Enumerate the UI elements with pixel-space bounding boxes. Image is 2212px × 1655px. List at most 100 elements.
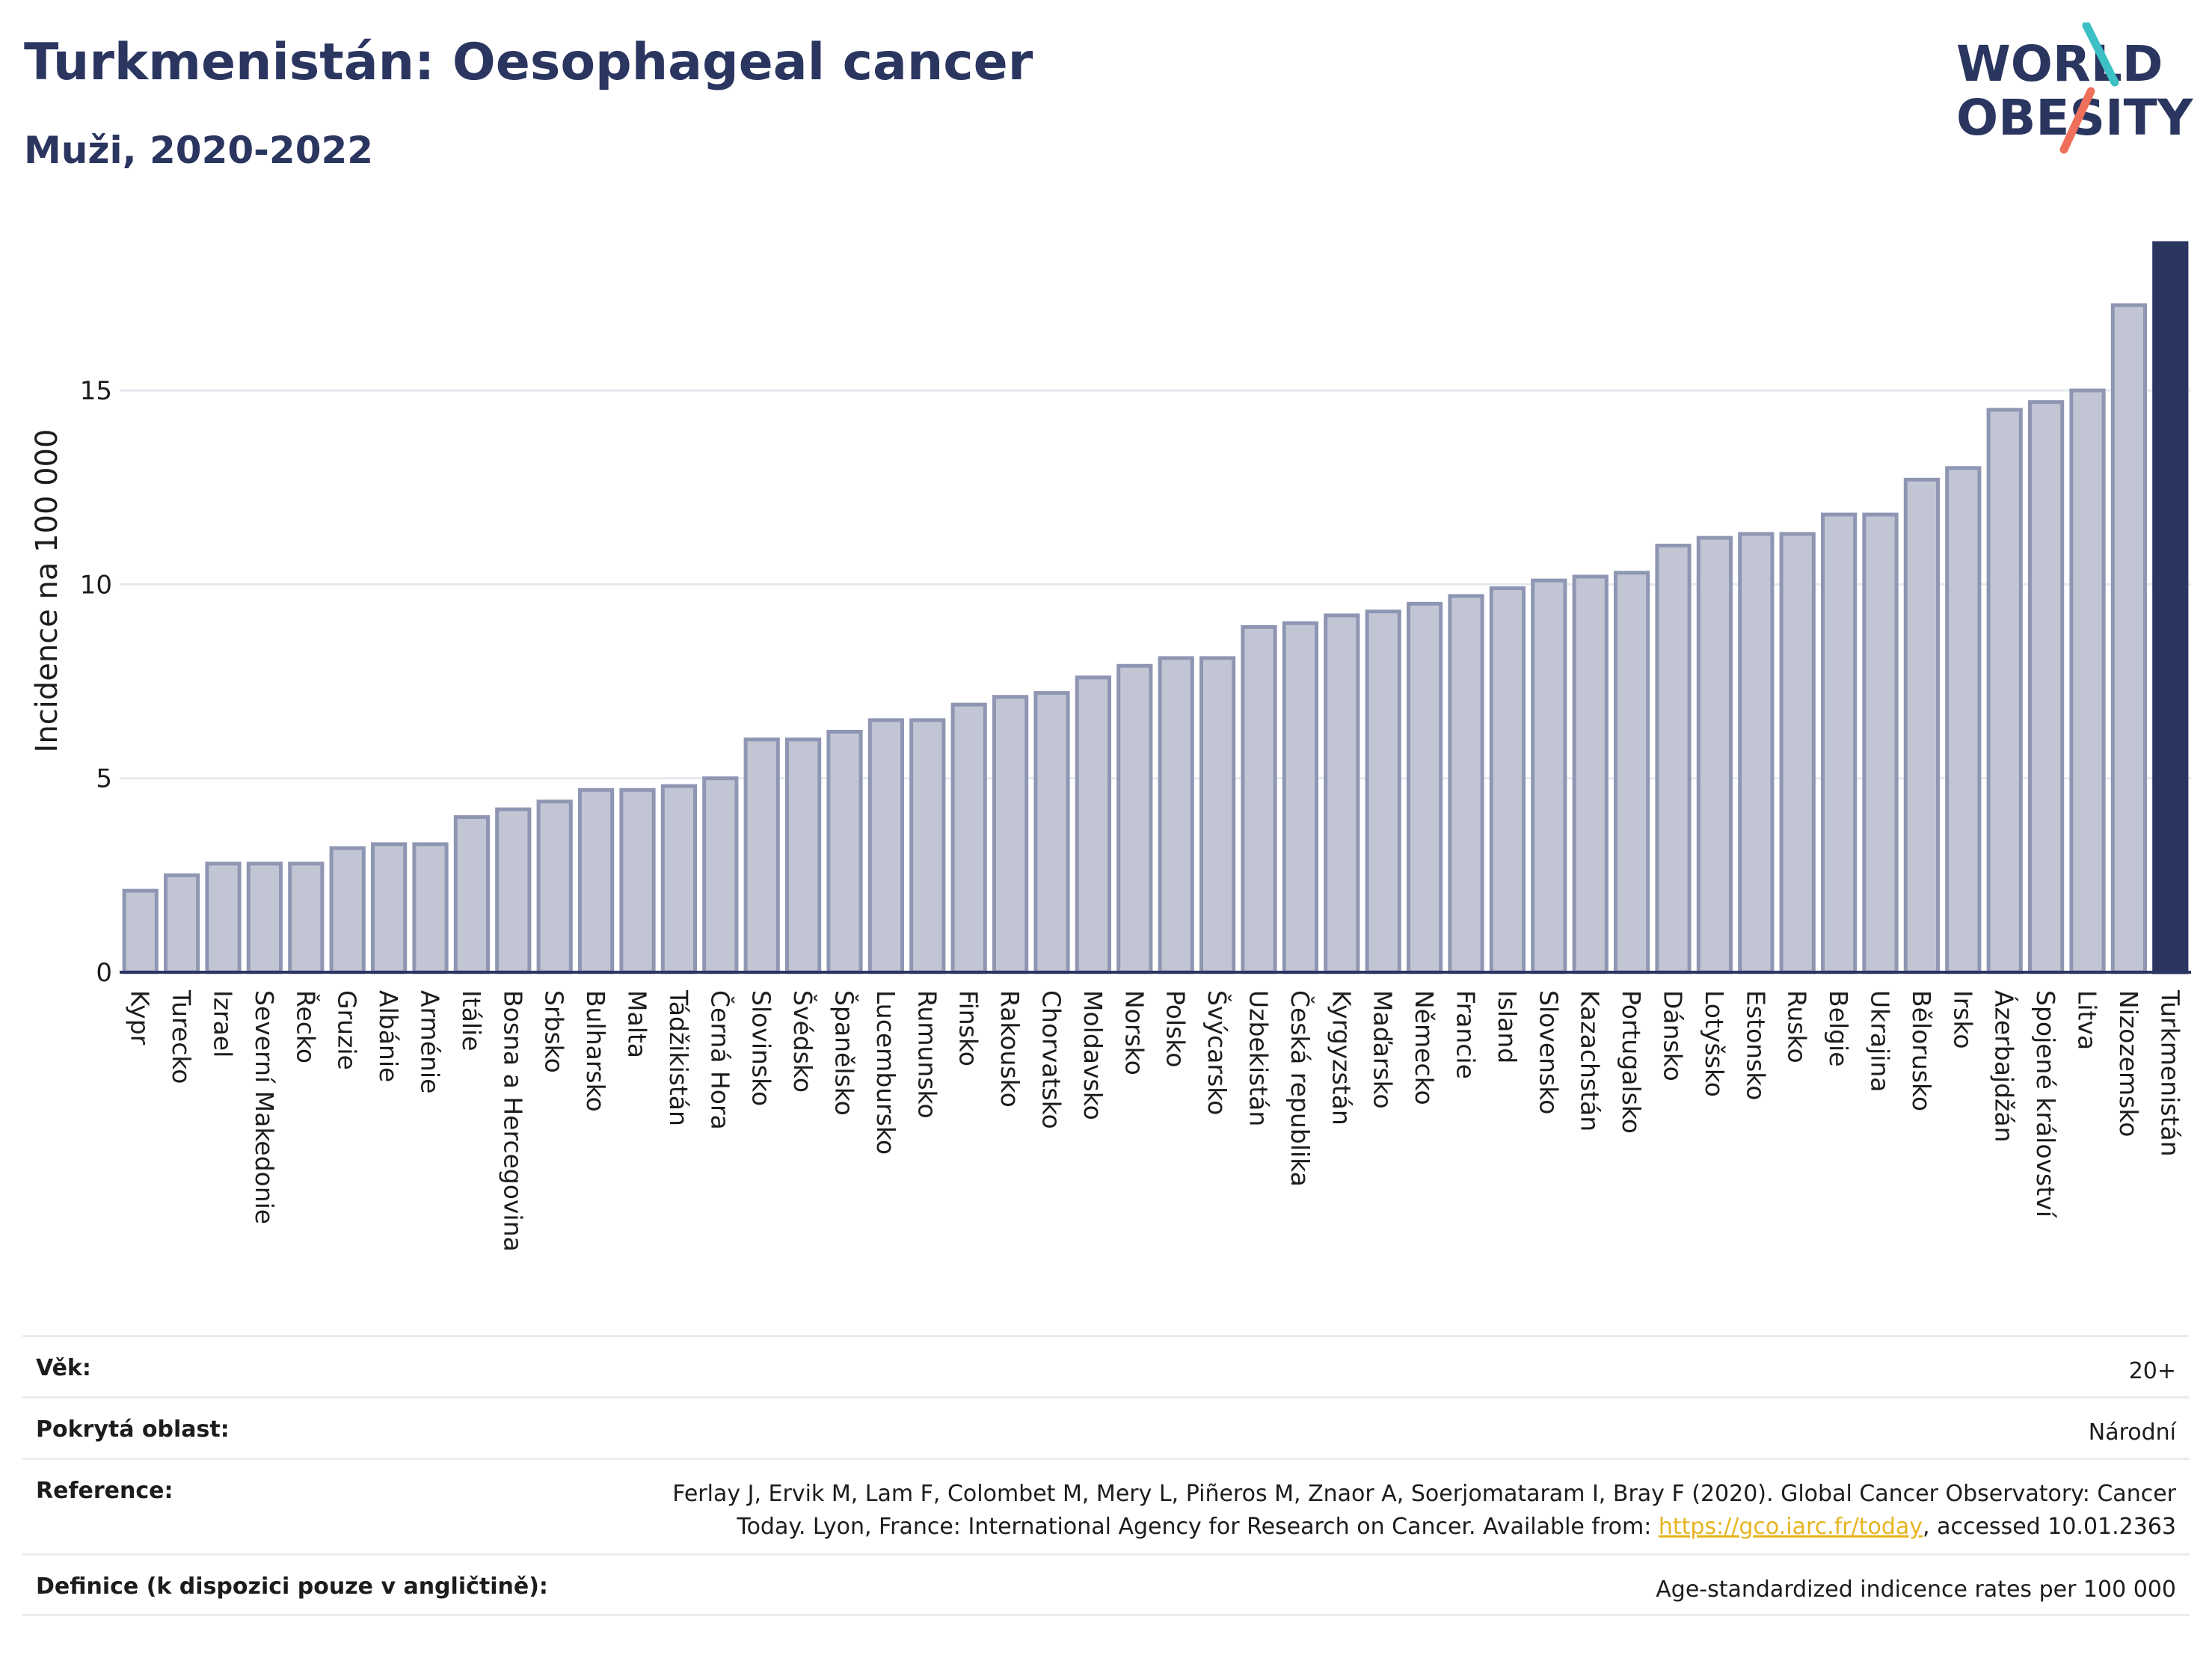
bar-34[interactable] (1489, 586, 1526, 974)
bar-2[interactable] (163, 873, 200, 974)
bar-26[interactable] (1158, 656, 1194, 974)
x-tick-label: Španělsko (830, 990, 860, 1116)
info-row-age: Věk: 20+ (22, 1335, 2190, 1398)
x-tick-label: Belgie (1824, 990, 1853, 1067)
reference-label: Reference: (36, 1478, 173, 1504)
x-tick-label: Spojené království (2031, 990, 2060, 1219)
y-tick-label: 5 (96, 764, 112, 794)
world-obesity-logo: WORLD OBESITY (1956, 22, 2194, 154)
x-tick-label: Bosna a Hercegovina (498, 990, 527, 1252)
bar-20[interactable] (909, 718, 946, 974)
bar-9[interactable] (453, 815, 491, 974)
x-tick-label: Tádžikistán (664, 989, 693, 1126)
x-tick-label: Kypr (126, 990, 155, 1045)
bar-21[interactable] (950, 702, 987, 974)
x-tick-label: Bulharsko (581, 990, 610, 1112)
x-tick-label: Gruzie (333, 990, 362, 1070)
bar-4[interactable] (246, 862, 283, 974)
bar-17[interactable] (784, 737, 822, 974)
x-tick-label: Slovensko (1534, 990, 1563, 1114)
bar-7[interactable] (370, 842, 408, 974)
x-tick-label: Rusko (1783, 990, 1812, 1063)
x-tick-label: Ukrajina (1866, 990, 1895, 1093)
x-tick-label: Finsko (954, 990, 983, 1066)
bar-27[interactable] (1199, 656, 1236, 974)
x-tick-label: Kyrgyzstán (1327, 990, 1356, 1126)
x-tick-label: Malta (623, 990, 652, 1058)
bar-8[interactable] (412, 842, 449, 974)
x-tick-label: Švýcarsko (1202, 990, 1232, 1115)
bar-28[interactable] (1241, 624, 1277, 974)
bar-39[interactable] (1696, 535, 1733, 974)
bar-38[interactable] (1655, 544, 1692, 974)
reference-link[interactable]: https://gco.iarc.fr/today (1658, 1514, 1923, 1540)
info-row-coverage: Pokrytá oblast: Národní (22, 1396, 2190, 1460)
x-tick-label: Uzbekistán (1244, 990, 1274, 1126)
y-tick-label: 15 (80, 376, 112, 406)
x-tick-label: Itálie (457, 990, 486, 1051)
reference-line-2: Today. Lyon, France: International Agenc… (672, 1511, 2176, 1544)
bar-36[interactable] (1572, 574, 1609, 974)
bar-37[interactable] (1613, 571, 1650, 974)
coverage-value: Národní (2088, 1419, 2176, 1446)
bar-14[interactable] (660, 784, 698, 974)
x-tick-label: Lucembursko (871, 990, 900, 1155)
x-tick-label: Německo (1410, 990, 1439, 1105)
bar-47[interactable] (2027, 400, 2065, 974)
x-tick-label: Řecko (291, 990, 321, 1063)
bar-29[interactable] (1282, 621, 1319, 974)
bar-40[interactable] (1738, 532, 1775, 974)
logo-slash-teal (2082, 22, 2119, 87)
bar-49[interactable] (2110, 303, 2148, 974)
bar-33[interactable] (1448, 594, 1484, 974)
bar-45[interactable] (1945, 466, 1982, 974)
bar-32[interactable] (1406, 601, 1443, 974)
x-tick-label: Izrael (209, 990, 238, 1057)
logo-line-1: WORLD (1956, 35, 2163, 93)
bar-22[interactable] (992, 695, 1029, 974)
x-tick-label: Srbsko (540, 990, 569, 1073)
bar-44[interactable] (1903, 477, 1941, 974)
x-tick-label: Litva (2073, 990, 2102, 1050)
bar-5[interactable] (288, 862, 325, 974)
bar-chart: 0 5 10 15 Kypr Turecko Izrael Severní Makedonie… (30, 241, 2191, 1252)
x-tick-label: Moldavsko (1078, 990, 1107, 1120)
bar-35[interactable] (1531, 578, 1567, 974)
bar-30[interactable] (1324, 613, 1360, 974)
x-tick-label: Slovinsko (747, 990, 776, 1106)
bar-46[interactable] (1986, 408, 2023, 974)
bar-3[interactable] (205, 862, 242, 974)
bar-24[interactable] (1075, 675, 1112, 974)
bar-18[interactable] (826, 729, 863, 974)
y-axis-label: Incidence na 100 000 (30, 429, 64, 753)
bar-43[interactable] (1862, 512, 1899, 974)
bar-25[interactable] (1116, 663, 1153, 974)
x-tick-label: Lotyšsko (1700, 990, 1729, 1097)
x-tick-label: Nizozemsko (2114, 990, 2143, 1137)
bar-41[interactable] (1779, 532, 1816, 974)
bar-11[interactable] (536, 799, 573, 974)
x-tick-label: Dánsko (1659, 990, 1688, 1081)
x-tick-label: Irsko (1948, 990, 1977, 1049)
x-tick-label: Polsko (1161, 990, 1191, 1067)
bar-15[interactable] (702, 776, 739, 974)
bar-48[interactable] (2069, 388, 2106, 974)
age-label: Věk: (36, 1355, 91, 1381)
bar-42[interactable] (1820, 512, 1858, 974)
bar-19[interactable] (867, 718, 905, 974)
x-tick-label: Ázerbajdžán (1990, 990, 2020, 1143)
x-tick-label: Turecko (167, 989, 196, 1084)
bar-16[interactable] (743, 737, 780, 974)
bar-31[interactable] (1365, 610, 1401, 974)
info-row-reference: Reference: Ferlay J, Ervik M, Lam F, Col… (22, 1458, 2190, 1556)
bar-6[interactable] (329, 846, 366, 974)
bar-50[interactable] (2152, 241, 2189, 974)
bar-1[interactable] (122, 888, 159, 974)
bar-23[interactable] (1033, 691, 1070, 974)
bar-13[interactable] (619, 787, 656, 974)
definition-label: Definice (k dispozici pouze v angličtině… (36, 1573, 548, 1600)
bar-10[interactable] (495, 807, 532, 974)
x-tick-label: Severní Makedonie (250, 990, 279, 1224)
bar-12[interactable] (577, 787, 615, 974)
x-tick-label: Portugalsko (1617, 990, 1646, 1134)
